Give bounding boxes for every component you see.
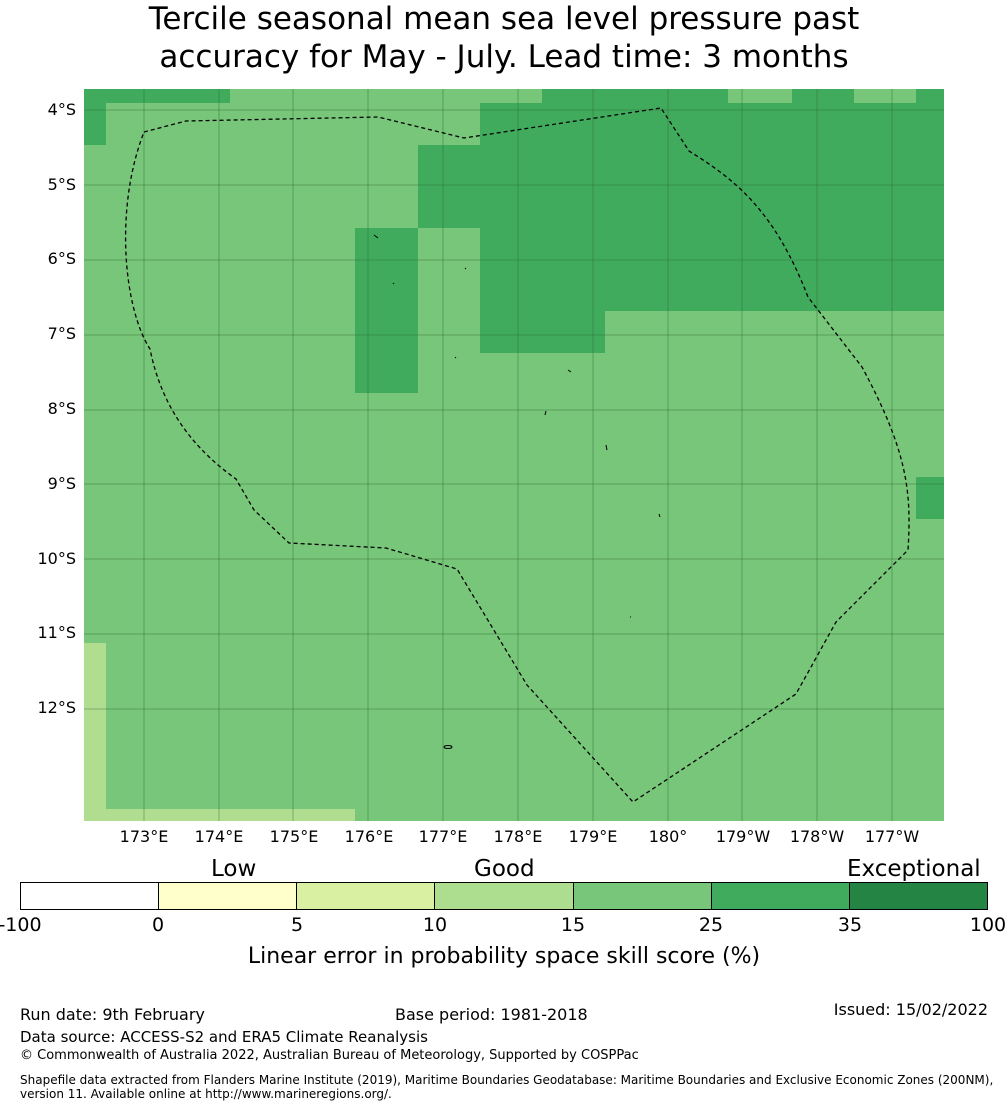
colorbar-segment-25-35 xyxy=(711,883,850,909)
lat-label-5s: 5°S xyxy=(47,175,76,194)
skill-score-map xyxy=(84,89,944,821)
shapefile-credit-line-1: Shapefile data extracted from Flanders M… xyxy=(20,1073,994,1087)
lat-label-12s: 12°S xyxy=(37,698,76,717)
issued-date: Issued: 15/02/2022 xyxy=(833,1000,988,1019)
colorbar-tick-10: 10 xyxy=(422,914,448,936)
lon-label-179w: 179°W xyxy=(715,827,771,846)
lon-label-173e: 173°E xyxy=(119,827,169,846)
lon-label-178w: 178°W xyxy=(789,827,845,846)
colorbar-segment-10-15 xyxy=(435,883,574,909)
lat-label-11s: 11°S xyxy=(37,623,76,642)
colorbar-label: Linear error in probability space skill … xyxy=(247,944,761,969)
colorbar-tick-0: 0 xyxy=(151,914,165,936)
chart-title-line-1: Tercile seasonal mean sea level pressure… xyxy=(148,1,860,37)
islands xyxy=(373,234,661,749)
lon-label-175e: 175°E xyxy=(269,827,319,846)
colorbar-tick-100: 100 xyxy=(969,914,1007,936)
lat-label-8s: 8°S xyxy=(47,399,76,418)
copyright: © Commonwealth of Australia 2022, Austra… xyxy=(20,1048,639,1063)
lon-label-179e: 179°E xyxy=(568,827,618,846)
cells-skill-25-35-extra xyxy=(355,228,418,393)
colorbar-tick-15: 15 xyxy=(560,914,586,936)
colorbar xyxy=(20,882,988,910)
chart-title-line-2: accuracy for May - July. Lead time: 3 mo… xyxy=(159,39,849,75)
shapefile-credit-line-2: version 11. Available online at http://w… xyxy=(20,1087,392,1101)
lon-label-178e: 178°E xyxy=(493,827,543,846)
lat-label-10s: 10°S xyxy=(37,549,76,568)
lon-label-180: 180° xyxy=(648,827,688,846)
lon-label-177w: 177°W xyxy=(864,827,920,846)
legend-category-low: Low xyxy=(211,856,257,882)
colorbar-segment-neg100-0 xyxy=(21,883,160,909)
run-date: Run date: 9th February xyxy=(20,1005,205,1024)
legend-category-exceptional: Exceptional xyxy=(847,856,981,882)
legend-category-good: Good xyxy=(474,856,535,882)
colorbar-segment-15-25 xyxy=(573,883,712,909)
colorbar-tick-35: 35 xyxy=(837,914,863,936)
lon-label-177e: 177°E xyxy=(418,827,468,846)
lat-label-6s: 6°S xyxy=(47,249,76,268)
lat-label-7s: 7°S xyxy=(47,324,76,343)
colorbar-segment-35-100 xyxy=(849,883,987,909)
eez-boundary xyxy=(124,107,910,803)
data-source: Data source: ACCESS-S2 and ERA5 Climate … xyxy=(20,1028,428,1046)
cells-skill-15-25-extra xyxy=(355,187,944,353)
base-period: Base period: 1981-2018 xyxy=(395,1005,588,1024)
lat-label-9s: 9°S xyxy=(47,474,76,493)
lat-label-4s: 4°S xyxy=(47,100,76,119)
colorbar-segment-5-10 xyxy=(297,883,436,909)
colorbar-tick-25: 25 xyxy=(698,914,724,936)
map-gridlines xyxy=(84,89,944,821)
colorbar-segment-0-5 xyxy=(159,883,298,909)
chart-title: Tercile seasonal mean sea level pressure… xyxy=(0,0,1008,76)
colorbar-tick-neg100: -100 xyxy=(0,914,42,936)
lon-label-174e: 174°E xyxy=(194,827,244,846)
lon-label-176e: 176°E xyxy=(344,827,394,846)
colorbar-tick-5: 5 xyxy=(290,914,304,936)
